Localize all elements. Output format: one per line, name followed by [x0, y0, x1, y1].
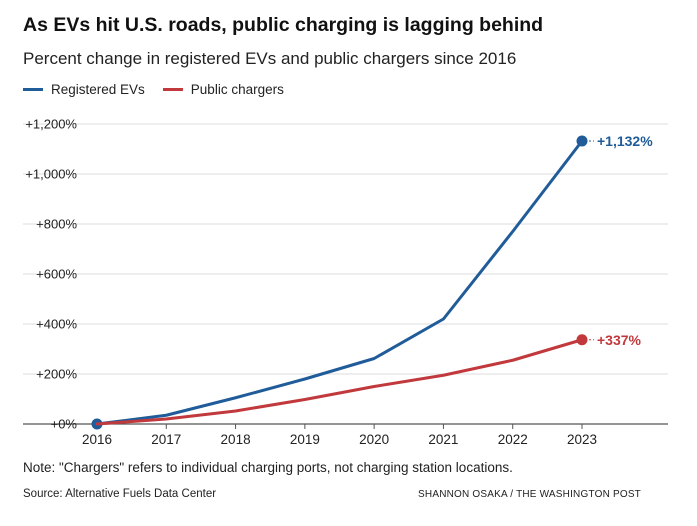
x-tick-label: 2021 [428, 432, 458, 447]
series-end-point-registered-evs [576, 135, 588, 147]
y-tick-label: +600% [36, 267, 77, 282]
legend-label-public-chargers: Public chargers [190, 82, 284, 97]
series-line-public-chargers [95, 338, 584, 426]
x-tick-label: 2016 [82, 432, 112, 447]
legend-swatch-public-chargers [162, 88, 183, 91]
series-line-registered-evs [95, 139, 584, 426]
end-label-public-chargers: +337% [597, 332, 642, 348]
y-tick-label: +200% [36, 367, 77, 382]
y-tick-label: +1,200% [25, 117, 77, 132]
x-tick-label: 2019 [290, 432, 320, 447]
end-label-registered-evs: +1,132% [597, 133, 653, 149]
x-tick-label: 2017 [151, 432, 181, 447]
y-tick-label: +0% [51, 417, 78, 432]
y-tick-label: +800% [36, 217, 77, 232]
x-tick-label: 2023 [567, 432, 597, 447]
x-tick-label: 2018 [221, 432, 251, 447]
legend: Registered EVs Public chargers [23, 82, 302, 97]
legend-label-registered-evs: Registered EVs [51, 82, 145, 97]
chart-credit: SHANNON OSAKA / THE WASHINGTON POST [418, 489, 641, 500]
chart-note: Note: "Chargers" refers to individual ch… [23, 460, 513, 475]
legend-item-public-chargers: Public chargers [162, 82, 284, 97]
x-tick-label: 2020 [359, 432, 389, 447]
legend-swatch-registered-evs [23, 88, 43, 91]
chart-source: Source: Alternative Fuels Data Center [23, 488, 217, 500]
y-tick-label: +400% [36, 317, 77, 332]
y-tick-label: +1,000% [25, 167, 77, 182]
legend-item-registered-evs: Registered EVs [23, 82, 145, 97]
x-tick-label: 2022 [498, 432, 528, 447]
chart-title: As EVs hit U.S. roads, public charging i… [23, 14, 544, 36]
chart-subtitle: Percent change in registered EVs and pub… [23, 49, 517, 68]
series-end-point-public-chargers [576, 334, 588, 346]
